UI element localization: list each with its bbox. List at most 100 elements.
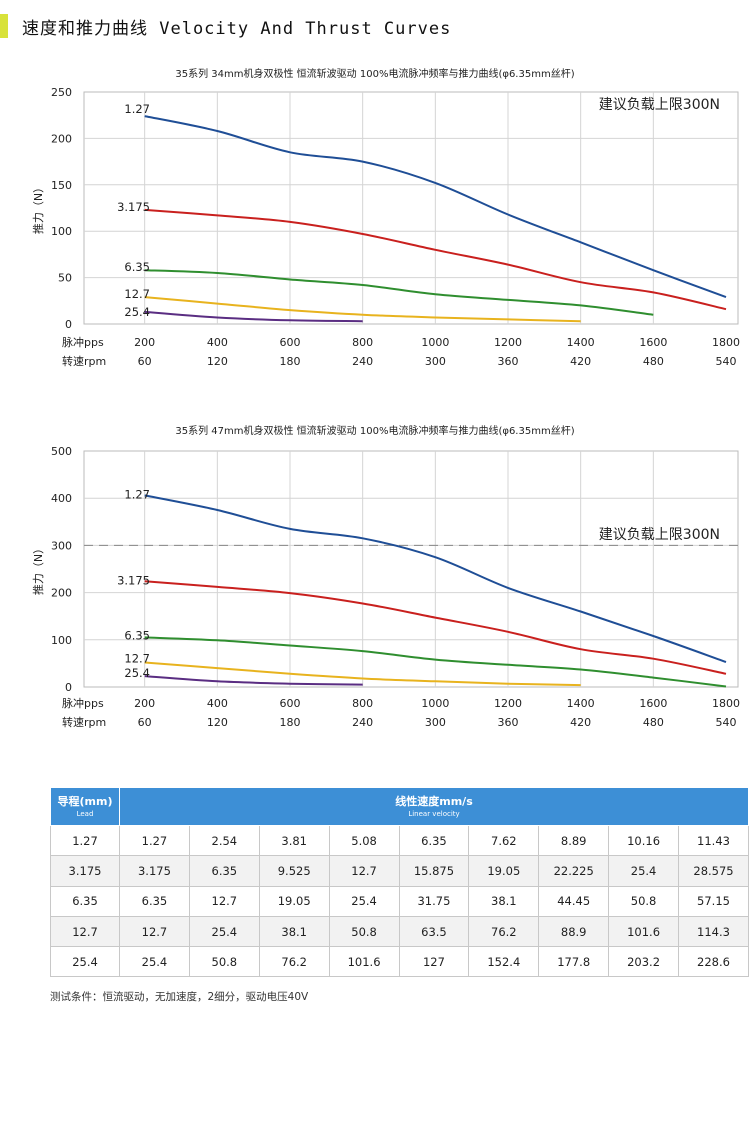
x-tick-label-pps: 400	[207, 336, 228, 349]
y-tick-label: 50	[58, 272, 72, 285]
table-cell: 28.575	[678, 855, 749, 887]
x-tick-label-rpm: 120	[207, 355, 228, 368]
rpm-row-label: 转速rpm	[62, 715, 106, 729]
x-tick-label-rpm: 420	[570, 355, 591, 368]
series-line-1-27	[144, 494, 727, 663]
y-tick-label: 500	[51, 445, 72, 458]
table-cell: 38.1	[258, 915, 330, 948]
load-limit-annotation: 建议负载上限300N	[599, 97, 720, 113]
x-tick-label-rpm: 480	[643, 355, 664, 368]
table-cell: 101.6	[608, 915, 679, 948]
load-limit-annotation: 建议负载上限300N	[599, 527, 720, 543]
table-header-row: 导程(mm) Lead 线性速度mm/s Linear velocity	[50, 787, 749, 826]
table-cell: 76.2	[468, 915, 540, 948]
x-tick-label-rpm: 240	[352, 355, 373, 368]
x-tick-label-rpm: 60	[138, 355, 152, 368]
header-lead-en: Lead	[76, 810, 94, 818]
series-label: 3.175	[117, 573, 150, 587]
table-cell: 50.8	[188, 946, 260, 978]
table-cell: 76.2	[258, 946, 330, 978]
table-cell: 3.175	[119, 855, 190, 887]
table-cell: 25.4	[608, 855, 679, 887]
table-cell-lead: 6.35	[50, 885, 120, 917]
pps-row-label: 脉冲pps	[62, 696, 104, 710]
header-speed-label: 线性速度mm/s	[395, 795, 473, 808]
x-tick-label-pps: 1000	[421, 336, 449, 349]
y-tick-label: 100	[51, 225, 72, 238]
table-row: 3.175 3.175 6.35 9.525 12.7 15.875 19.05 22.225…	[50, 855, 749, 887]
table-cell: 5.08	[328, 824, 400, 857]
x-tick-label-pps: 600	[280, 697, 301, 710]
series-line-3-175	[144, 580, 727, 675]
y-axis-label: 推力（N）	[31, 543, 45, 595]
y-tick-label: 150	[51, 179, 72, 192]
accent-bar	[0, 14, 8, 38]
table-cell: 114.3	[678, 915, 749, 948]
x-tick-label-pps: 1800	[712, 336, 740, 349]
x-tick-label-pps: 400	[207, 697, 228, 710]
series-label: 12.7	[124, 651, 150, 665]
header-lead-label: 导程(mm)	[57, 795, 113, 808]
y-tick-label: 300	[51, 539, 72, 552]
series-label: 6.35	[124, 628, 150, 642]
series-label: 1.27	[124, 102, 150, 116]
table-cell: 127	[398, 946, 470, 978]
table-cell: 12.7	[188, 885, 260, 917]
section-header: 速度和推力曲线 Velocity And Thrust Curves	[0, 0, 750, 52]
table-cell: 38.1	[468, 885, 540, 917]
table-cell: 6.35	[398, 824, 470, 857]
table-cell: 25.4	[188, 915, 260, 948]
x-tick-label-pps: 800	[352, 697, 373, 710]
chart-title: 35系列 34mm机身双极性 恒流斩波驱动 100%电流脉冲频率与推力曲线(φ6…	[175, 67, 574, 80]
table-cell: 101.6	[328, 946, 400, 978]
table-cell: 25.4	[328, 885, 400, 917]
table-cell: 12.7	[328, 855, 400, 887]
header-lead: 导程(mm) Lead	[50, 787, 120, 826]
table-cell-lead: 12.7	[50, 915, 120, 948]
y-tick-label: 400	[51, 492, 72, 505]
table-cell: 44.45	[538, 885, 610, 917]
table-row: 1.27 1.27 2.54 3.81 5.08 6.35 7.62 8.89 10.16 11.…	[50, 824, 749, 857]
table-cell-lead: 3.175	[50, 855, 120, 887]
table-cell: 88.9	[538, 915, 610, 948]
x-tick-label-pps: 1000	[421, 697, 449, 710]
series-line-1-27	[144, 115, 727, 299]
table-cell: 2.54	[188, 824, 260, 857]
plot-frame	[83, 450, 739, 688]
table-cell: 57.15	[678, 885, 749, 917]
chart-title: 35系列 47mm机身双极性 恒流斩波驱动 100%电流脉冲频率与推力曲线(φ6…	[175, 424, 574, 437]
table-cell: 15.875	[398, 855, 470, 887]
plot-frame	[83, 91, 739, 325]
table-cell: 22.225	[538, 855, 610, 887]
x-tick-label-pps: 1200	[494, 336, 522, 349]
rpm-row-label: 转速rpm	[62, 354, 106, 368]
table-cell: 19.05	[468, 855, 540, 887]
y-tick-label: 0	[65, 681, 72, 694]
x-tick-label-rpm: 300	[425, 355, 446, 368]
series-line-12-7	[144, 296, 581, 323]
table-cell: 177.8	[538, 946, 610, 978]
table-row: 6.35 6.35 12.7 19.05 25.4 31.75 38.1 44.45 50.8 5…	[50, 885, 749, 917]
series-line-25-4	[144, 310, 363, 323]
table-cell: 63.5	[398, 915, 470, 948]
table-cell: 12.7	[119, 915, 190, 948]
x-tick-label-rpm: 180	[280, 355, 301, 368]
table-cell: 11.43	[678, 824, 749, 857]
thrust-chart-47mm: 35系列 47mm机身双极性 恒流斩波驱动 100%电流脉冲频率与推力曲线(φ6…	[31, 424, 740, 729]
series-line-25-4	[144, 675, 363, 686]
table-cell: 50.8	[608, 885, 679, 917]
y-tick-label: 100	[51, 634, 72, 647]
series-label: 25.4	[124, 666, 150, 680]
x-tick-label-pps: 200	[134, 697, 155, 710]
x-tick-label-rpm: 300	[425, 716, 446, 729]
table-cell: 3.81	[258, 824, 330, 857]
table-cell-lead: 1.27	[50, 824, 120, 857]
table-row: 25.4 25.4 50.8 76.2 101.6 127 152.4 177.8 203.2 2…	[50, 946, 749, 978]
table-cell: 203.2	[608, 946, 679, 978]
x-tick-label-pps: 600	[280, 336, 301, 349]
x-tick-label-rpm: 360	[498, 716, 519, 729]
linear-velocity-table: 导程(mm) Lead 线性速度mm/s Linear velocity 1.2…	[50, 787, 749, 978]
x-tick-label-pps: 1800	[712, 697, 740, 710]
x-tick-label-rpm: 540	[716, 355, 737, 368]
series-label: 6.35	[124, 260, 150, 274]
